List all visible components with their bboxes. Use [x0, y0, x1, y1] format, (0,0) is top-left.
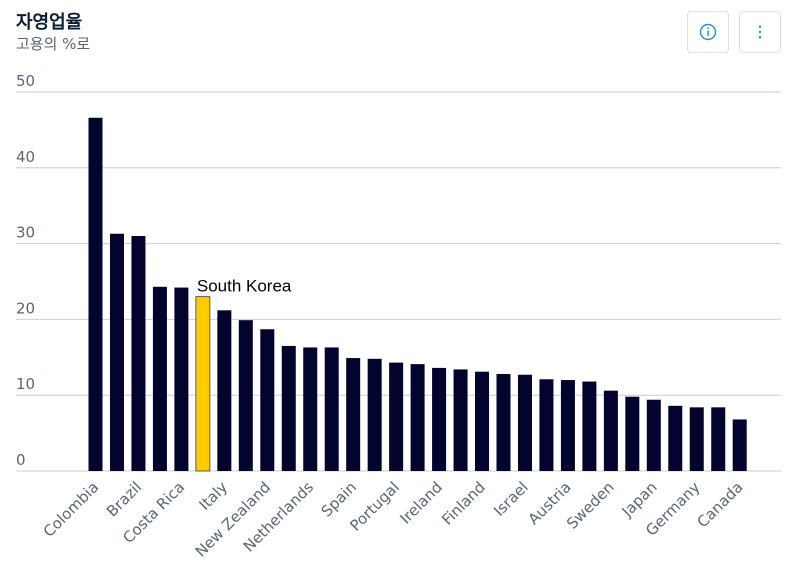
bar-costa-rica[interactable] [174, 287, 189, 471]
y-tick-label: 50 [16, 72, 35, 90]
info-icon [699, 23, 717, 41]
bar-germany[interactable] [689, 407, 704, 471]
bar-latvia[interactable] [625, 396, 640, 471]
bar-united-kingdom[interactable] [367, 358, 382, 471]
bar-france[interactable] [539, 379, 554, 471]
bar-switzerland[interactable] [582, 381, 597, 471]
bar-portugal[interactable] [389, 362, 404, 471]
bar-iceland[interactable] [496, 373, 511, 471]
bar-israel[interactable] [517, 374, 532, 471]
bar-south-korea[interactable] [195, 296, 211, 472]
bar-czech-republic[interactable] [324, 347, 339, 471]
info-button[interactable] [687, 11, 729, 53]
bar-belgium[interactable] [410, 364, 425, 471]
bar-colombia[interactable] [88, 117, 103, 471]
more-vertical-icon [758, 25, 762, 39]
bar-slovenia[interactable] [453, 369, 468, 471]
bar-chile[interactable] [238, 320, 253, 471]
y-tick-label: 40 [16, 148, 35, 166]
bar-sweden[interactable] [603, 390, 618, 471]
x-tick-label: Colombia [40, 478, 103, 541]
bar-ireland[interactable] [432, 367, 447, 471]
bar-hungary[interactable] [711, 407, 726, 471]
chart-title: 자영업율 [16, 12, 83, 33]
bar-spain[interactable] [346, 358, 361, 471]
bar-japan[interactable] [646, 399, 661, 471]
bar-netherlands[interactable] [303, 347, 318, 471]
bar-finland[interactable] [475, 371, 490, 471]
bar-greece[interactable] [109, 233, 124, 471]
y-axis-ticks: 0 10 20 30 40 50 [16, 72, 35, 469]
y-tick-label: 0 [16, 451, 26, 469]
y-tick-label: 30 [16, 224, 35, 242]
annotations: South Korea [197, 277, 292, 296]
x-tick-label: Finland [438, 478, 489, 529]
x-tick-label: Italy [195, 478, 231, 514]
x-tick-label: Canada [693, 478, 746, 531]
bar-new-zealand[interactable] [260, 329, 275, 471]
more-options-button[interactable] [739, 11, 781, 53]
y-tick-label: 20 [16, 299, 35, 317]
x-tick-label: Ireland [396, 478, 445, 527]
bar-austria[interactable] [560, 380, 575, 471]
bar-canada[interactable] [732, 419, 747, 471]
bar-estonia[interactable] [668, 405, 683, 471]
bar-poland[interactable] [281, 345, 296, 471]
highlight-annotation: South Korea [197, 277, 292, 296]
x-tick-label: Sweden [563, 478, 618, 533]
bar-brazil[interactable] [131, 236, 146, 471]
bar-italy[interactable] [217, 310, 232, 471]
bars [88, 117, 747, 472]
chart-subtitle: 고용의 %로 [16, 35, 91, 53]
bar-turkey[interactable] [152, 286, 167, 471]
y-tick-label: 10 [16, 375, 35, 393]
